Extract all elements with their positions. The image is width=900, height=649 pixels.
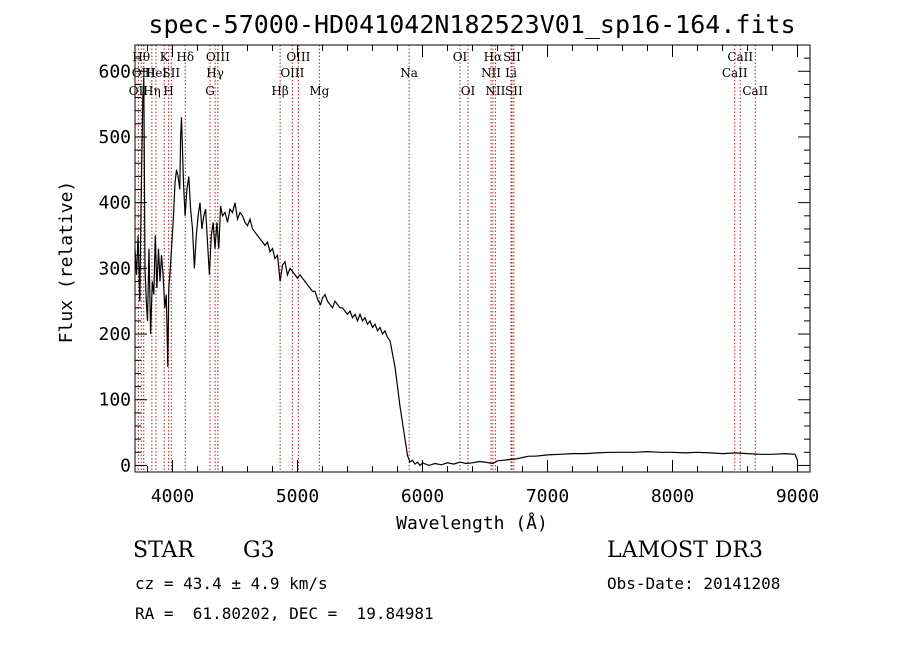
line-marker-label: SII	[162, 66, 180, 80]
line-marker-label: NII	[485, 84, 505, 98]
x-tick-label: 7000	[526, 486, 569, 507]
line-marker-label: Hθ	[132, 50, 150, 64]
chart-title: spec-57000-HD041042N182523V01_sp16-164.f…	[148, 10, 795, 39]
y-tick-label: 100	[98, 390, 131, 411]
object-subclass: G3	[243, 538, 275, 563]
x-tick-label: 8000	[651, 486, 694, 507]
x-tick-label: 4000	[151, 486, 194, 507]
y-tick-label: 500	[98, 127, 131, 148]
line-marker-label: K	[160, 50, 170, 64]
y-tick-label: 0	[120, 455, 131, 476]
line-marker-label: Hδ	[176, 50, 194, 64]
emission-line-markers	[137, 45, 756, 472]
line-marker-label: OIII	[280, 66, 304, 80]
line-marker-label: Mg	[309, 84, 329, 98]
line-marker-label: CaII	[722, 66, 748, 80]
line-marker-label: Hα	[484, 50, 503, 64]
line-marker-label: OIII	[206, 50, 230, 64]
line-marker-label: HeI	[145, 66, 168, 80]
survey-name: LAMOST DR3	[607, 538, 763, 563]
line-marker-label: Hη	[143, 84, 161, 98]
x-tick-label: 9000	[776, 486, 819, 507]
line-marker-label: OI	[453, 50, 468, 64]
redshift-value: cz = 43.4 ± 4.9 km/s	[135, 574, 328, 593]
line-marker-label: SII	[503, 50, 521, 64]
axis-ticks	[135, 45, 810, 472]
obs-date: Obs-Date: 20141208	[607, 574, 781, 593]
x-tick-label: 5000	[276, 486, 319, 507]
object-class: STAR	[133, 538, 194, 563]
y-tick-label: 300	[98, 258, 131, 279]
emission-line-labels: OIIHθOIIIHηHeIKHSIIHδGHγOIIIHβOIIIOIIIMg…	[129, 50, 769, 98]
line-marker-label: Li	[505, 66, 517, 80]
x-axis-label: Wavelength (Å)	[396, 512, 548, 534]
line-marker-label: CaII	[727, 50, 753, 64]
line-marker-label: Hγ	[206, 66, 224, 80]
line-marker-label: Hβ	[271, 84, 288, 98]
y-axis-label: Flux (relative)	[56, 181, 77, 344]
y-tick-label: 200	[98, 324, 131, 345]
line-marker-label: CaII	[742, 84, 768, 98]
x-tick-label: 6000	[401, 486, 444, 507]
axis-tick-labels: 4000 5000 6000 7000 8000 9000 0 100 200 300 400 500…	[98, 61, 819, 507]
line-marker-label: OIII	[286, 50, 310, 64]
line-marker-label: NII	[481, 66, 501, 80]
line-marker-label: SII	[505, 84, 523, 98]
y-tick-label: 400	[98, 193, 131, 214]
line-marker-label: Na	[400, 66, 418, 80]
line-marker-label: G	[205, 84, 215, 98]
y-tick-label: 600	[98, 61, 131, 82]
line-marker-label: H	[163, 84, 173, 98]
plot-frame	[134, 44, 811, 473]
spectrum-series-line	[134, 77, 799, 467]
line-marker-label: OI	[461, 84, 476, 98]
line-marker-label: OIII	[132, 66, 156, 80]
coordinates: RA = 61.80202, DEC = 19.84981	[135, 604, 434, 623]
